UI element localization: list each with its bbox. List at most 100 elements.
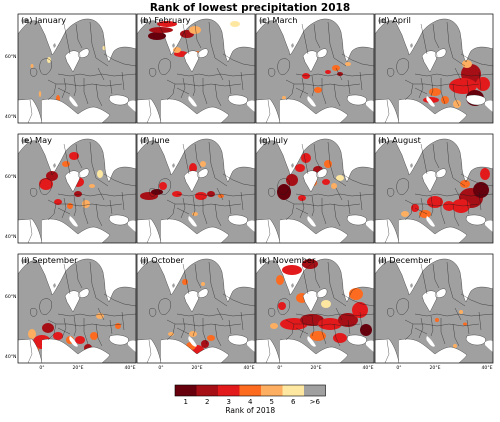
dry-anomaly-region: [301, 153, 311, 163]
dry-anomaly-region: [115, 323, 121, 329]
dry-anomaly-region: [476, 77, 490, 91]
map-panel: (c) March: [255, 13, 375, 124]
dry-anomaly-region: [75, 336, 85, 344]
dry-anomaly-region: [201, 282, 205, 286]
lon-tick-label: 40°E: [124, 365, 135, 371]
dry-anomaly-region: [192, 212, 198, 216]
dry-anomaly-region: [159, 182, 167, 190]
lat-tick-label: 60°N: [5, 54, 17, 60]
panel-label: (c) March: [259, 15, 297, 25]
dry-anomaly-region: [453, 344, 457, 348]
dry-anomaly-region: [173, 47, 181, 53]
panel-label: (f) June: [140, 135, 170, 145]
panel-frame: [255, 133, 375, 244]
dry-anomaly-region: [473, 182, 489, 198]
dry-anomaly-region: [62, 161, 70, 167]
colorbar-segment: [196, 385, 218, 396]
colorbar-segment: [218, 385, 240, 396]
dry-anomaly-region: [443, 201, 455, 211]
panel-frame: [136, 13, 256, 124]
dry-anomaly-region: [286, 174, 298, 186]
dry-anomaly-region: [201, 340, 209, 348]
panel-label: (d) April: [378, 15, 411, 25]
dry-anomaly-region: [96, 313, 104, 319]
map-panel: (i) September 60°N 40°N 0° 20°E 40°E: [5, 253, 137, 371]
dry-anomaly-region: [321, 300, 331, 308]
dry-anomaly-region: [282, 265, 302, 275]
colorbar-segment: [261, 385, 283, 396]
dry-anomaly-region: [90, 332, 98, 340]
colorbar-tick-label: 4: [248, 398, 253, 406]
lat-tick-label: 60°N: [5, 174, 17, 180]
panel-frame: [136, 133, 256, 244]
lon-tick-label: 0°: [396, 365, 401, 371]
colorbar-tick-label: 5: [270, 398, 274, 406]
dry-anomaly-region: [89, 184, 95, 188]
dry-anomaly-region: [207, 191, 215, 197]
dry-anomaly-region: [452, 199, 470, 213]
panel-frame: [374, 13, 494, 124]
panel-label: (b) February: [140, 15, 191, 25]
dry-anomaly-region: [270, 323, 278, 329]
dry-anomaly-region: [462, 60, 472, 68]
panel-frame: [374, 133, 494, 244]
dry-anomaly-region: [149, 27, 173, 33]
dry-anomaly-region: [352, 302, 368, 318]
lat-tick-label: 40°N: [5, 234, 17, 240]
panel-frame: [255, 253, 375, 364]
colorbar-segment: [304, 385, 326, 396]
dry-anomaly-region: [39, 178, 53, 190]
dry-anomaly-region: [189, 163, 197, 173]
dry-anomaly-region: [277, 184, 291, 200]
colorbar-segment: [175, 385, 197, 396]
dry-anomaly-region: [38, 91, 42, 97]
colorbar-segment: [282, 385, 304, 396]
dry-anomaly-region: [302, 259, 318, 269]
dry-anomaly-region: [463, 322, 467, 326]
dry-anomaly-region: [189, 331, 197, 337]
colorbar-outline: [174, 384, 326, 397]
panel-frame: [255, 13, 375, 124]
dry-anomaly-region: [207, 335, 215, 341]
dry-anomaly-region: [325, 70, 331, 74]
colorbar-tick-label: 2: [205, 398, 209, 406]
panel-frame: [17, 13, 137, 124]
map-panel: (e) May 60°N 40°N: [5, 133, 137, 244]
dry-anomaly-region: [278, 302, 286, 310]
dry-anomaly-region: [310, 331, 326, 341]
colorbar-tick-label: 6: [291, 398, 296, 406]
dry-anomaly-region: [230, 21, 240, 27]
dry-anomaly-region: [151, 189, 163, 195]
panel-label: (a) January: [21, 15, 66, 25]
dry-anomaly-region: [47, 57, 51, 63]
panel-frame: [17, 133, 137, 244]
panel-label: (g) July: [259, 135, 288, 145]
dry-anomaly-region: [46, 171, 58, 181]
dry-anomaly-region: [157, 21, 177, 27]
dry-anomaly-region: [336, 175, 344, 181]
lon-tick-label: 40°E: [243, 365, 254, 371]
dry-anomaly-region: [302, 73, 310, 79]
dry-anomaly-region: [42, 323, 54, 333]
dry-anomaly-region: [54, 199, 62, 205]
dry-anomaly-region: [69, 152, 79, 160]
dry-anomaly-region: [360, 324, 372, 336]
lon-tick-label: 20°E: [310, 365, 321, 371]
map-panel: (g) July: [255, 133, 375, 244]
lon-tick-label: 0°: [39, 365, 44, 371]
lat-tick-label: 40°N: [5, 114, 17, 120]
colorbar: 1 2 3 4 5 6 >6 Rank of 2018: [174, 384, 326, 415]
colorbar-tick-label: 1: [184, 398, 188, 406]
dry-anomaly-region: [453, 100, 461, 108]
dry-anomaly-region: [168, 332, 174, 336]
lat-tick-label: 60°N: [5, 294, 17, 300]
colorbar-label: Rank of 2018: [225, 406, 275, 415]
dry-anomaly-region: [189, 26, 201, 34]
dry-anomaly-region: [331, 183, 337, 189]
dry-anomaly-region: [349, 288, 363, 300]
dry-anomaly-region: [300, 314, 324, 326]
dry-anomaly-region: [333, 333, 347, 343]
dry-anomaly-region: [435, 318, 439, 322]
map-panel: (l) December 0° 20°E 40°E: [374, 253, 494, 371]
